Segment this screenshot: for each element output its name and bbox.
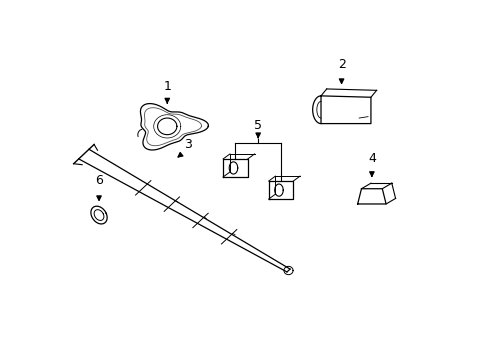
Text: 3: 3 <box>184 138 192 151</box>
Text: 4: 4 <box>367 152 375 165</box>
Text: 1: 1 <box>163 80 171 93</box>
Text: 6: 6 <box>95 174 103 187</box>
Text: 2: 2 <box>337 58 345 71</box>
Text: 5: 5 <box>254 119 262 132</box>
